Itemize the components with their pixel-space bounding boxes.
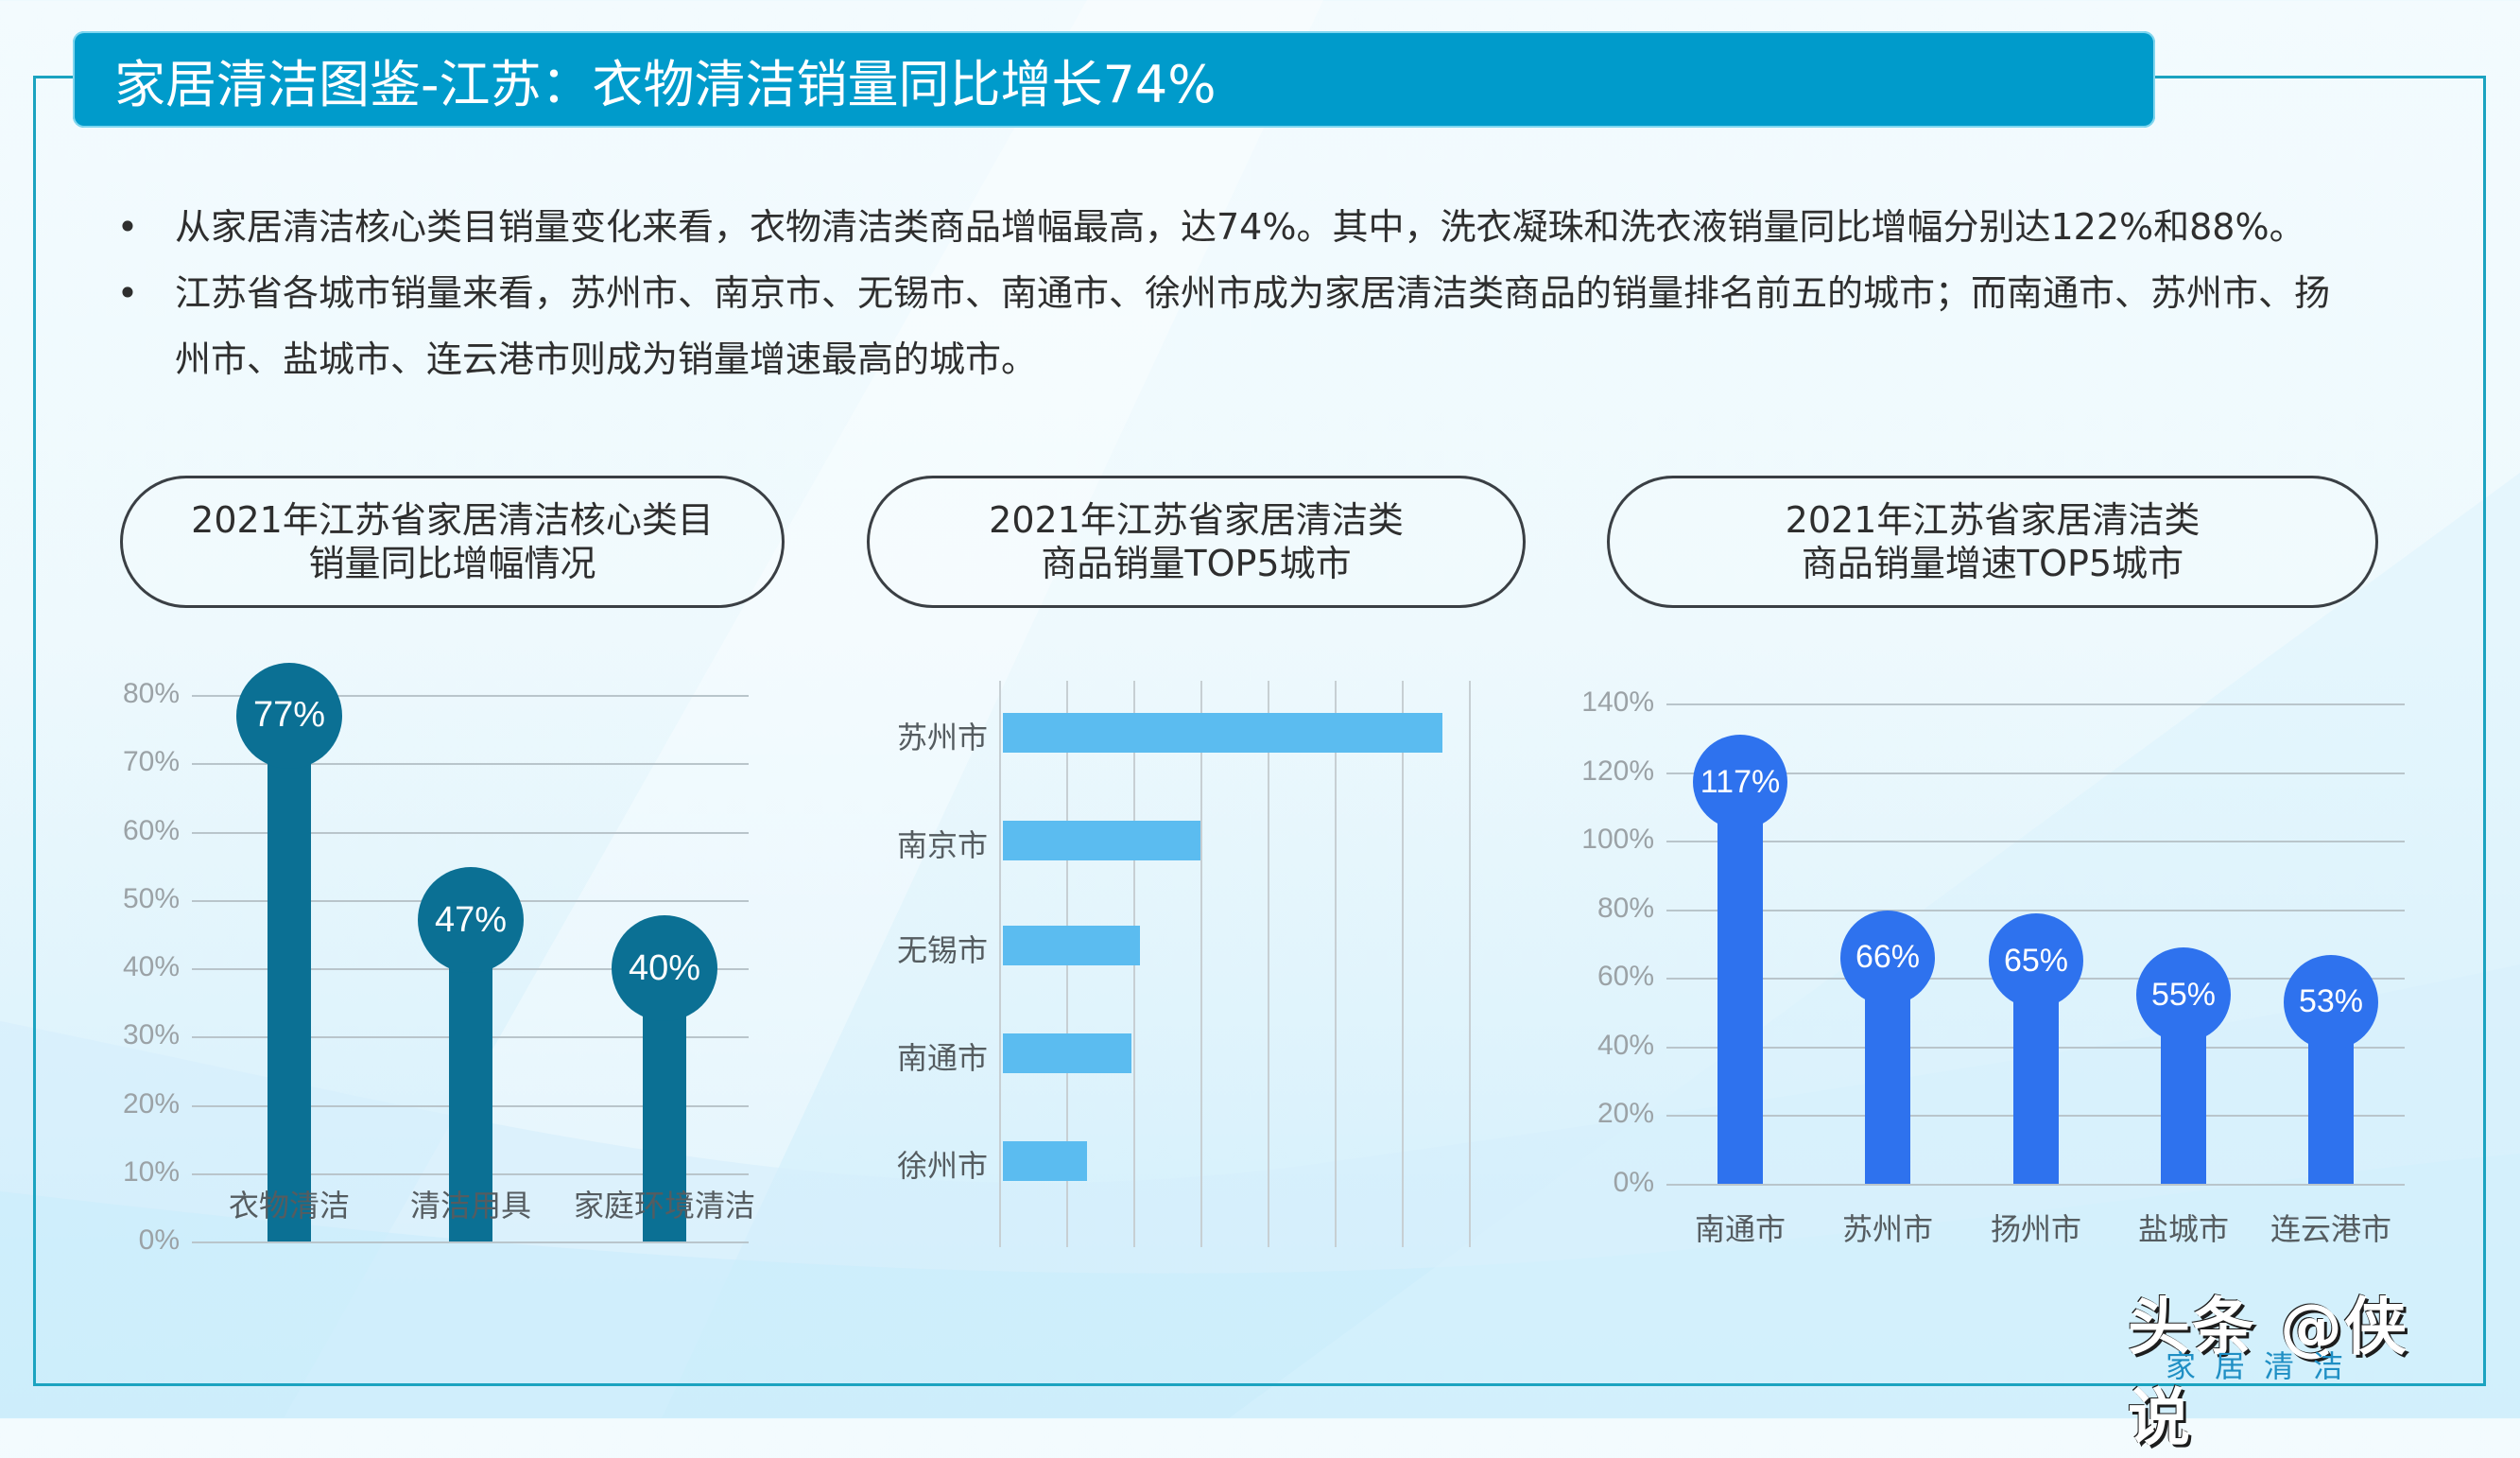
bar	[1003, 713, 1443, 753]
x-axis-label: 连云港市	[2270, 1211, 2391, 1247]
bar	[1003, 821, 1201, 860]
y-axis-tick: 40%	[122, 951, 180, 982]
value-bubble: 40%	[612, 915, 717, 1021]
title-bar: 家居清洁图鉴-江苏：衣物清洁销量同比增长74%	[73, 31, 2155, 128]
y-axis-tick: 50%	[122, 882, 180, 914]
y-axis-tick: 0%	[1613, 1167, 1654, 1198]
gridline	[192, 695, 749, 697]
x-axis-label: 扬州市	[1990, 1211, 2081, 1247]
value-bubble: 77%	[236, 662, 342, 769]
bar	[1717, 782, 1763, 1184]
panel-title-top5-sales: 2021年江苏省家居清洁类 商品销量TOP5城市	[867, 476, 1526, 608]
bar	[268, 715, 311, 1241]
x-axis-label: 衣物清洁	[228, 1188, 350, 1224]
y-axis-tick: 100%	[1581, 824, 1654, 856]
y-axis-tick: 120%	[1581, 755, 1654, 787]
gridline	[1335, 681, 1337, 1247]
gridline	[1268, 681, 1269, 1247]
y-axis-label: 南通市	[896, 1040, 988, 1076]
y-axis-tick: 20%	[1597, 1098, 1654, 1130]
y-axis-tick: 60%	[122, 814, 180, 846]
bullet-text: 江苏省各城市销量来看，苏州市、南京市、无锡市、南通市、徐州市成为家居清洁类商品的…	[175, 272, 2331, 314]
bar	[1003, 1141, 1088, 1181]
gridline	[1666, 772, 2405, 774]
y-axis-tick: 40%	[1597, 1029, 1654, 1061]
y-axis-tick: 80%	[122, 678, 180, 709]
panel-title-category-growth: 2021年江苏省家居清洁核心类目 销量同比增幅情况	[120, 476, 785, 608]
bullet-text: 州市、盐城市、连云港市则成为销量增速最高的城市。	[175, 338, 1038, 380]
y-axis-label: 南京市	[896, 827, 988, 863]
value-bubble: 65%	[1989, 913, 2083, 1009]
y-axis-tick: 10%	[122, 1155, 180, 1188]
gridline	[1666, 703, 2405, 705]
bullet-item: • 江苏省各城市销量来看，苏州市、南京市、无锡市、南通市、徐州市成为家居清洁类商…	[113, 260, 2410, 392]
y-axis-tick: 60%	[1597, 961, 1654, 993]
bullet-dot-icon: •	[116, 206, 139, 248]
y-axis-label: 徐州市	[896, 1148, 988, 1184]
gridline	[1666, 909, 2405, 911]
y-axis-tick: 140%	[1581, 686, 1654, 718]
gridline	[1200, 681, 1202, 1247]
bar	[449, 920, 492, 1241]
y-axis-tick: 30%	[122, 1019, 180, 1051]
page-title: 家居清洁图鉴-江苏：衣物清洁销量同比增长74%	[114, 54, 1217, 114]
value-bubble: 117%	[1693, 735, 1787, 830]
x-axis-label: 家庭环境清洁	[573, 1188, 755, 1224]
bullet-text: 从家居清洁核心类目销量变化来看，衣物清洁类商品增幅最高，达74%。其中，洗衣凝珠…	[175, 206, 2305, 248]
panel-title-line: 销量同比增幅情况	[308, 543, 596, 584]
watermark-tag: 家居清洁	[2166, 1348, 2363, 1384]
y-axis-tick: 80%	[1597, 892, 1654, 924]
value-bubble: 66%	[1840, 910, 1935, 1005]
y-axis-tick: 0%	[138, 1224, 180, 1256]
gridline	[192, 1241, 749, 1243]
bullet-item: • 从家居清洁核心类目销量变化来看，衣物清洁类商品增幅最高，达74%。其中，洗衣…	[113, 194, 2410, 260]
gridline	[1666, 1184, 2405, 1186]
panel-title-line: 商品销量增速TOP5城市	[1801, 543, 2184, 584]
watermark: 头条 @侠说 家居清洁	[2109, 1276, 2468, 1454]
gridline	[999, 681, 1001, 1247]
gridline	[1666, 841, 2405, 843]
bullet-dot-icon: •	[116, 272, 139, 314]
y-axis-tick: 70%	[122, 746, 180, 778]
panel-title-line: 商品销量TOP5城市	[1041, 543, 1352, 584]
gridline	[192, 831, 749, 834]
summary-bullets: • 从家居清洁核心类目销量变化来看，衣物清洁类商品增幅最高，达74%。其中，洗衣…	[113, 194, 2410, 392]
gridline	[1469, 681, 1471, 1247]
x-axis-label: 清洁用具	[409, 1188, 531, 1224]
x-axis-label: 南通市	[1694, 1211, 1786, 1247]
x-axis-label: 苏州市	[1841, 1211, 1933, 1247]
gridline	[1402, 681, 1404, 1247]
gridline	[192, 763, 749, 766]
panel-title-line: 2021年江苏省家居清洁类	[1785, 499, 2201, 541]
panel-title-line: 2021年江苏省家居清洁类	[989, 499, 1404, 541]
value-bubble: 53%	[2284, 954, 2378, 1050]
panel-title-line: 2021年江苏省家居清洁核心类目	[191, 499, 714, 541]
y-axis-label: 无锡市	[896, 932, 988, 968]
panel-title-top5-growth: 2021年江苏省家居清洁类 商品销量增速TOP5城市	[1607, 476, 2378, 608]
x-axis-label: 盐城市	[2137, 1211, 2229, 1247]
bar	[1003, 926, 1140, 965]
value-bubble: 47%	[418, 867, 524, 974]
y-axis-tick: 20%	[122, 1087, 180, 1120]
value-bubble: 55%	[2136, 947, 2231, 1043]
bar	[1003, 1033, 1132, 1073]
y-axis-label: 苏州市	[896, 720, 988, 755]
